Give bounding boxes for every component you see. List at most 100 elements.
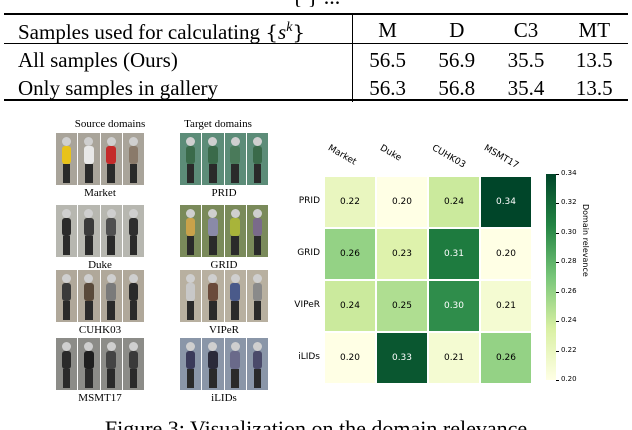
heatmap-cell: 0.20: [376, 176, 428, 228]
person-image-strip: [56, 205, 144, 257]
row-label: Only samples in gallery: [18, 76, 219, 100]
heatmap-column-label: Market: [326, 143, 358, 168]
column-separator: [352, 14, 353, 46]
person-thumbnail: [122, 338, 144, 390]
person-thumbnail: [246, 133, 268, 185]
person-thumbnail: [56, 270, 78, 322]
colorbar-tick-label: 0.32: [561, 198, 577, 207]
person-thumbnail: [180, 270, 202, 322]
header-col: C3: [513, 18, 539, 42]
table-cell: 35.5: [507, 48, 545, 72]
person-thumbnail: [202, 338, 224, 390]
table-cell: 35.4: [507, 76, 545, 100]
colorbar-tick-label: 0.26: [561, 286, 577, 295]
heatmap-cell: 0.21: [480, 280, 532, 332]
results-table: Samples used for calculating {sk} M D C3…: [4, 14, 628, 102]
colorbar-tick-mark: [556, 291, 559, 293]
colorbar-tick-mark: [556, 350, 559, 352]
person-image-strip: [180, 133, 268, 185]
person-image-strip: [180, 270, 268, 322]
colorbar-tick-mark: [556, 321, 559, 323]
person-thumbnail: [224, 133, 246, 185]
heatmap-row-label: PRID: [298, 196, 320, 206]
person-thumbnail: [56, 133, 78, 185]
table-caption-fragment: { } ...: [0, 0, 632, 8]
colorbar-tick-label: 0.22: [561, 345, 577, 354]
person-thumbnail: [122, 270, 144, 322]
colorbar-tick-label: 0.30: [561, 227, 577, 236]
heatmap-cell: 0.33: [376, 332, 428, 384]
figure-caption: Figure 3: Visualization on the domain re…: [104, 416, 528, 430]
heatmap-cell: 0.24: [428, 176, 480, 228]
colorbar-label: Domain relevance: [581, 204, 590, 277]
table-row: All samples (Ours) 56.5 56.9 35.5 13.5: [4, 46, 628, 74]
heatmap-cell: 0.31: [428, 228, 480, 280]
person-thumbnail: [246, 270, 268, 322]
table-cell: 56.3: [369, 76, 406, 100]
target-domains-title: Target domains: [184, 118, 252, 130]
table-cell: 13.5: [575, 48, 613, 72]
person-thumbnail: [180, 133, 202, 185]
person-image-strip: [180, 338, 268, 390]
person-thumbnail: [224, 270, 246, 322]
heatmap-cell: 0.20: [480, 228, 532, 280]
dataset-label: Duke: [88, 259, 112, 271]
table-bottom-rule: [4, 99, 628, 101]
heatmap-column-label: Duke: [378, 143, 403, 164]
person-thumbnail: [246, 338, 268, 390]
person-thumbnail: [56, 338, 78, 390]
heatmap-cell: 0.25: [376, 280, 428, 332]
column-separator: [352, 74, 353, 102]
colorbar-tick-label: 0.28: [561, 257, 577, 266]
colorbar-tick-mark: [556, 174, 559, 175]
heatmap-cell: 0.23: [376, 228, 428, 280]
table-cell: 56.5: [369, 48, 406, 72]
heatmap-cell: 0.22: [324, 176, 376, 228]
header-col: M: [378, 18, 397, 42]
heatmap-cell: 0.24: [324, 280, 376, 332]
heatmap-column-label: CUHK03: [430, 143, 468, 171]
domain-relevance-heatmap: Market Duke CUHK03 MSMT17 PRID 0.22 0.20 0.24 0.…: [280, 110, 632, 390]
colorbar-tick-mark: [556, 380, 559, 381]
dataset-label: MSMT17: [78, 392, 122, 404]
person-thumbnail: [122, 133, 144, 185]
heatmap-cell: 0.20: [324, 332, 376, 384]
person-image-strip: [56, 338, 144, 390]
table-cell: 13.5: [575, 76, 613, 100]
dataset-label: CUHK03: [78, 324, 122, 336]
colorbar-tick-label: 0.24: [561, 316, 577, 325]
person-thumbnail: [100, 133, 122, 185]
heatmap-cell: 0.34: [480, 176, 532, 228]
table-header-row: Samples used for calculating {sk} M D C3…: [4, 14, 628, 46]
person-thumbnail: [78, 270, 100, 322]
colorbar-tick-label: 0.34: [561, 169, 577, 177]
dataset-label: VIPeR: [209, 324, 239, 336]
person-thumbnail: [122, 205, 144, 257]
table-top-rule: [4, 13, 628, 15]
dataset-label: GRID: [210, 259, 238, 271]
person-thumbnail: [224, 338, 246, 390]
person-image-strip: [56, 270, 144, 322]
row-label: All samples (Ours): [18, 48, 178, 72]
person-thumbnail: [202, 270, 224, 322]
person-image-strip: [180, 205, 268, 257]
colorbar-tick-mark: [556, 232, 559, 234]
colorbar-tick-label: 0.20: [561, 375, 577, 383]
table-mid-rule: [4, 43, 628, 44]
person-thumbnail: [78, 205, 100, 257]
header-col: D: [449, 18, 465, 42]
header-label: Samples used for calculating {sk}: [18, 20, 306, 44]
person-thumbnail: [180, 205, 202, 257]
person-thumbnail: [100, 338, 122, 390]
source-domains-title: Source domains: [74, 118, 146, 130]
person-thumbnail: [100, 270, 122, 322]
table-cell: 56.8: [438, 76, 476, 100]
dataset-label: PRID: [211, 187, 237, 199]
person-thumbnail: [224, 205, 246, 257]
colorbar-tick-mark: [556, 262, 559, 264]
person-thumbnail: [246, 205, 268, 257]
heatmap-column-label: MSMT17: [482, 143, 521, 172]
table-cell: 56.9: [438, 48, 476, 72]
table-row: Only samples in gallery 56.3 56.8 35.4 1…: [4, 74, 628, 102]
